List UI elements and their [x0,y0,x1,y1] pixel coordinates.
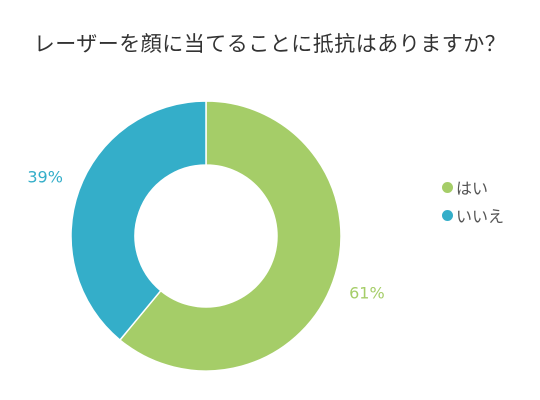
legend-item-yes[interactable]: はい [442,173,504,201]
legend: はい いいえ [442,173,504,229]
chart-title: レーザーを顔に当てることに抵抗はありますか？ [33,32,507,56]
legend-label-no: いいえ [456,207,505,226]
donut-slice-yes[interactable] [118,100,342,372]
legend-item-no[interactable]: いいえ [442,201,504,229]
legend-swatch-yes [442,181,453,193]
legend-label-yes: はい [456,179,489,198]
data-label-yes: 61% [349,283,385,302]
donut-slice-no[interactable] [70,100,207,342]
legend-swatch-no [442,209,453,221]
data-label-no: 39% [27,168,63,187]
